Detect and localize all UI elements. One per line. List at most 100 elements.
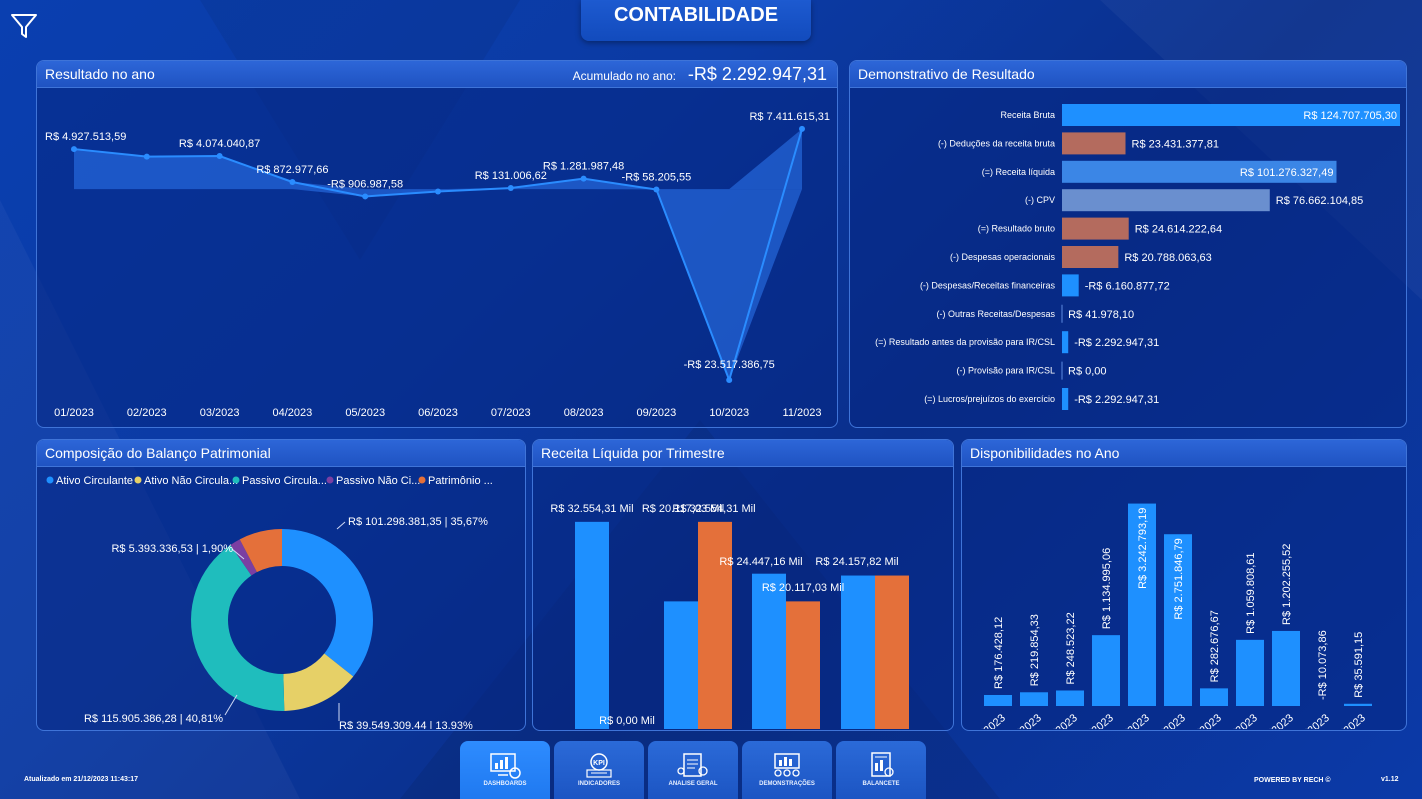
disponibilidades-bar [984,694,1012,706]
demonstrativo-bar [1062,189,1270,212]
resultado-data-label: -R$ 58.205,55 [622,172,692,184]
disponibilidades-chart: R$ 176.428,12 01/2023 R$ 219.854,33 02/2023… [970,503,1372,730]
demonstrativo-value-label: R$ 20.788.063,63 [1124,252,1211,264]
trimestre-data-label: R$ 0,00 Mil [599,715,655,727]
filter-icon[interactable] [10,12,38,40]
resultado-data-label: R$ 4.927.513,59 [45,131,126,143]
composicao-header: Composição do Balanço Patrimonial [37,440,525,467]
resultado-point [71,146,77,153]
composicao-slice-label: R$ 39.549.309,44 | 13,93% [339,720,473,729]
resultado-x-tick: 02/2023 [127,407,167,419]
disponibilidades-header: Disponibilidades no Ano [962,440,1406,467]
nav-balancete-button[interactable]: BALANCETE [836,741,926,799]
disponibilidades-data-label: R$ 2.751.846,79 [1173,538,1185,619]
page-title: CONTABILIDADE [581,0,811,41]
trimestre-bar [786,601,820,730]
demonstrativo-value-label: R$ 24.614.222,64 [1135,224,1222,236]
resultado-chart: R$ 4.927.513,59 01/2023 02/2023 R$ 4.074.04… [45,111,830,419]
resultado-data-label: R$ 872.977,66 [256,164,328,176]
resultado-point [143,153,150,160]
trimestre-data-label: R$ 20.117,03 Mil [642,503,724,515]
composicao-panel: Composição do Balanço Patrimonial Ativo … [36,439,526,731]
resultado-x-tick: 03/2023 [200,407,240,419]
nav-demonstracoes-button[interactable]: DEMONSTRAÇÕES [742,741,832,799]
composicao-legend-marker [46,476,54,484]
nav-indicadores-button[interactable]: KPI INDICADORES [554,741,644,799]
demonstrativo-value-label: -R$ 2.292.947,31 [1074,337,1159,349]
disponibilidades-x-tick: 04/2023 [1078,712,1116,729]
receita-trimestre-chart: 1º Trimestre2º Trimestre3º Trimestre4º T… [550,503,909,730]
disponibilidades-data-label: R$ 1.059.808,61 [1245,552,1257,633]
resultado-x-tick: 06/2023 [418,407,458,419]
disponibilidades-bar [1056,690,1084,706]
disponibilidades-x-tick: 06/2023 [1150,712,1188,729]
demonstrativo-chart: Receita Bruta R$ 124.707.705,30 (-) Deduçõ… [875,104,1400,410]
demonstrativo-value-label: R$ 124.707.705,30 [1303,110,1397,122]
disponibilidades-bar [1344,703,1372,706]
acumulado-value: -R$ 2.292.947,31 [687,64,827,84]
demonstrativo-value-label: R$ 101.276.327,49 [1240,167,1334,179]
nav-dashboards-button[interactable]: DASHBOARDS [460,741,550,799]
disponibilidades-x-tick: 07/2023 [1186,712,1224,729]
demonstrativo-bar [1062,160,1337,183]
demonstrativo-value-label: -R$ 2.292.947,31 [1074,394,1159,406]
disponibilidades-data-label: R$ 176.428,12 [993,617,1005,689]
demonstrativo-value-label: R$ 76.662.104,85 [1276,195,1363,207]
resultado-area-positive [74,128,802,190]
nav-balancete-label: BALANCETE [862,781,900,787]
resultado-data-label: R$ 4.074.040,87 [179,138,260,150]
disponibilidades-data-label: R$ 1.134.995,06 [1101,548,1113,629]
disponibilidades-bar [1236,639,1264,706]
composicao-legend-marker [418,476,426,484]
resultado-header: Resultado no ano Acumulado no ano: -R$ 2… [37,61,837,88]
resultado-point [799,125,805,132]
resultado-point [435,188,441,195]
composicao-slice-label: R$ 101.298.381,35 | 35,67% [348,516,488,528]
demonstrativo-bar [1062,104,1400,126]
composicao-legend-marker [326,476,334,484]
demonstrativo-category-label: (-) CPV [1025,195,1055,205]
disponibilidades-bar [1020,692,1048,706]
disponibilidades-x-tick: 08/2023 [1222,712,1260,729]
resultado-area-negative [74,189,802,381]
composicao-slice-label: R$ 115.905.386,28 | 40,81% [84,713,223,725]
demonstrativo-value-label: R$ 41.978,10 [1068,309,1134,321]
resultado-point [216,152,223,159]
composicao-legend-label: Patrimônio ... [428,475,493,487]
nav-analise-geral-button[interactable]: ANALISE GERAL [648,741,738,799]
composicao-slice [283,653,354,711]
resultado-x-tick: 08/2023 [564,407,604,419]
resultado-point [507,185,514,192]
disponibilidades-x-tick: 10/2023 [1294,712,1332,729]
demonstrativo-panel: Demonstrativo de Resultado Receita Bruta… [849,60,1407,428]
composicao-title: Composição do Balanço Patrimonial [45,445,271,461]
disponibilidades-x-tick: 03/2023 [1042,712,1080,729]
composicao-leader-line [231,548,245,560]
resultado-panel: Resultado no ano Acumulado no ano: -R$ 2… [36,60,838,428]
resultado-x-tick: 11/2023 [783,407,822,419]
trimestre-bar [698,521,732,730]
powered-by: POWERED BY RECH © [1254,777,1331,784]
demonstrativo-category-label: (-) Provisão para IR/CSL [956,366,1055,376]
composicao-legend-label: Passivo Não Ci... [336,475,420,487]
resultado-data-label: R$ 7.411.615,31 [749,111,830,123]
composicao-slice [282,529,373,677]
resultado-data-label: -R$ 23.517.386,75 [684,359,775,371]
demonstrativo-category-label: (-) Outras Receitas/Despesas [936,309,1055,319]
demonstrativo-value-label: R$ 23.431.377,81 [1132,138,1219,150]
trimestre-data-label: R$ 32.554,31 Mil [550,503,633,515]
demonstrativo-category-label: (-) Deduções da receita bruta [938,138,1055,148]
trimestre-data-label: R$ 32.554,31 Mil [672,503,755,515]
demonstrativo-title: Demonstrativo de Resultado [858,66,1035,82]
demonstrativo-category-label: (=) Resultado antes da provisão para IR/… [875,337,1055,347]
updated-timestamp: Atualizado em 21/12/2023 11:43:17 [24,776,139,783]
resultado-x-tick: 10/2023 [709,407,749,419]
resultado-point [653,186,660,193]
disponibilidades-x-tick: 01/2023 [970,712,1008,729]
demonstrativo-value-label: -R$ 6.160.877,72 [1085,280,1170,292]
disponibilidades-bar [1092,635,1120,706]
nav-dashboards-label: DASHBOARDS [483,781,527,787]
demonstrativo-bar [1062,331,1069,354]
composicao-slice [190,545,285,711]
receita-trimestre-header: Receita Líquida por Trimestre [533,440,953,467]
